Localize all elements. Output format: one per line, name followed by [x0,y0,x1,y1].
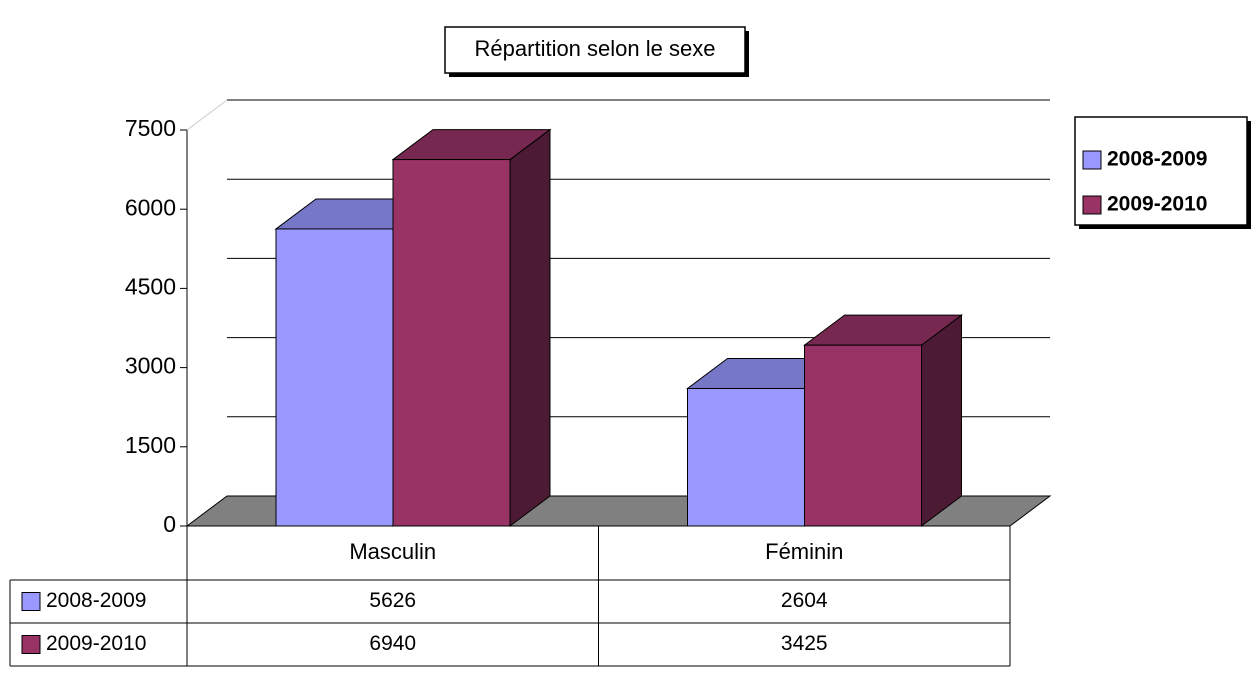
bar [804,344,922,527]
bar [275,228,394,527]
legend-swatch [1082,150,1102,170]
x-tick-label: Masculin [349,539,436,564]
y-tick-label: 6000 [125,194,176,220]
title-box [444,26,746,74]
bar-side [921,314,962,527]
table-value: 3425 [781,632,828,655]
bar [687,388,805,527]
table-value: 2604 [781,589,828,612]
axis-edge [186,99,228,131]
y-tick-label: 1500 [125,432,176,458]
y-tick-label: 7500 [125,115,176,141]
table-series-label: 2009-2010 [46,632,146,655]
legend-box [1074,116,1248,226]
table-series-label: 2008-2009 [46,589,146,612]
y-tick-label: 4500 [125,273,176,299]
y-tick-label: 0 [163,511,176,537]
bar [392,159,511,527]
table-value: 5626 [369,589,416,612]
chart-title: Répartition selon le sexe [475,36,716,61]
table-swatch [21,592,41,611]
x-tick-label: Féminin [765,539,843,564]
table-swatch [21,635,41,654]
legend-label: 2008-2009 [1107,148,1207,171]
legend-label: 2009-2010 [1107,193,1207,216]
y-tick-label: 3000 [125,353,176,379]
bar-side [509,128,551,527]
table-value: 6940 [369,632,416,655]
legend-swatch [1082,195,1102,215]
